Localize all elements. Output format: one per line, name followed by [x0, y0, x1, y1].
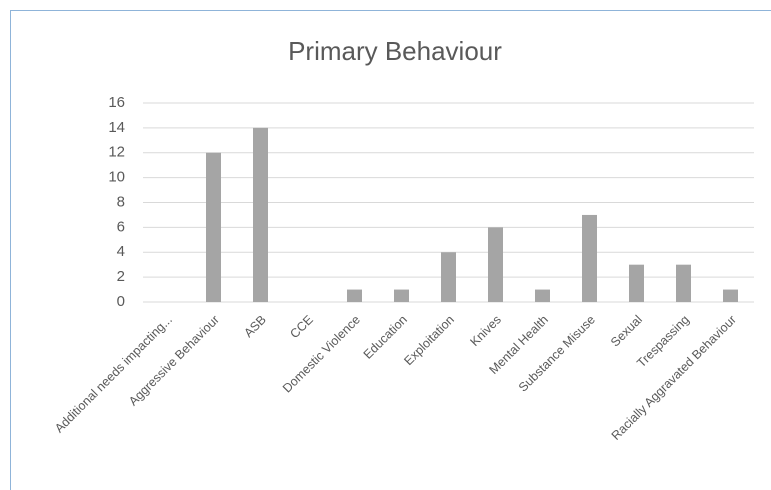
bar	[535, 289, 550, 302]
bar	[676, 264, 691, 302]
bar	[206, 152, 221, 302]
y-tick-label: 4	[117, 243, 125, 260]
y-tick-label: 16	[108, 94, 125, 111]
bar	[488, 227, 503, 302]
chart-title: Primary Behaviour	[288, 36, 502, 66]
bar	[253, 127, 268, 302]
bar	[441, 252, 456, 302]
y-tick-label: 14	[108, 119, 125, 136]
bar	[582, 214, 597, 302]
bar	[394, 289, 409, 302]
y-tick-label: 10	[108, 169, 125, 186]
y-tick-label: 2	[117, 268, 125, 285]
bar	[629, 264, 644, 302]
bar	[723, 289, 738, 302]
y-tick-label: 12	[108, 144, 125, 161]
y-tick-label: 8	[117, 193, 125, 210]
bar	[347, 289, 362, 302]
y-tick-label: 6	[117, 218, 125, 235]
y-tick-label: 0	[117, 293, 125, 310]
chart-frame	[10, 10, 771, 490]
